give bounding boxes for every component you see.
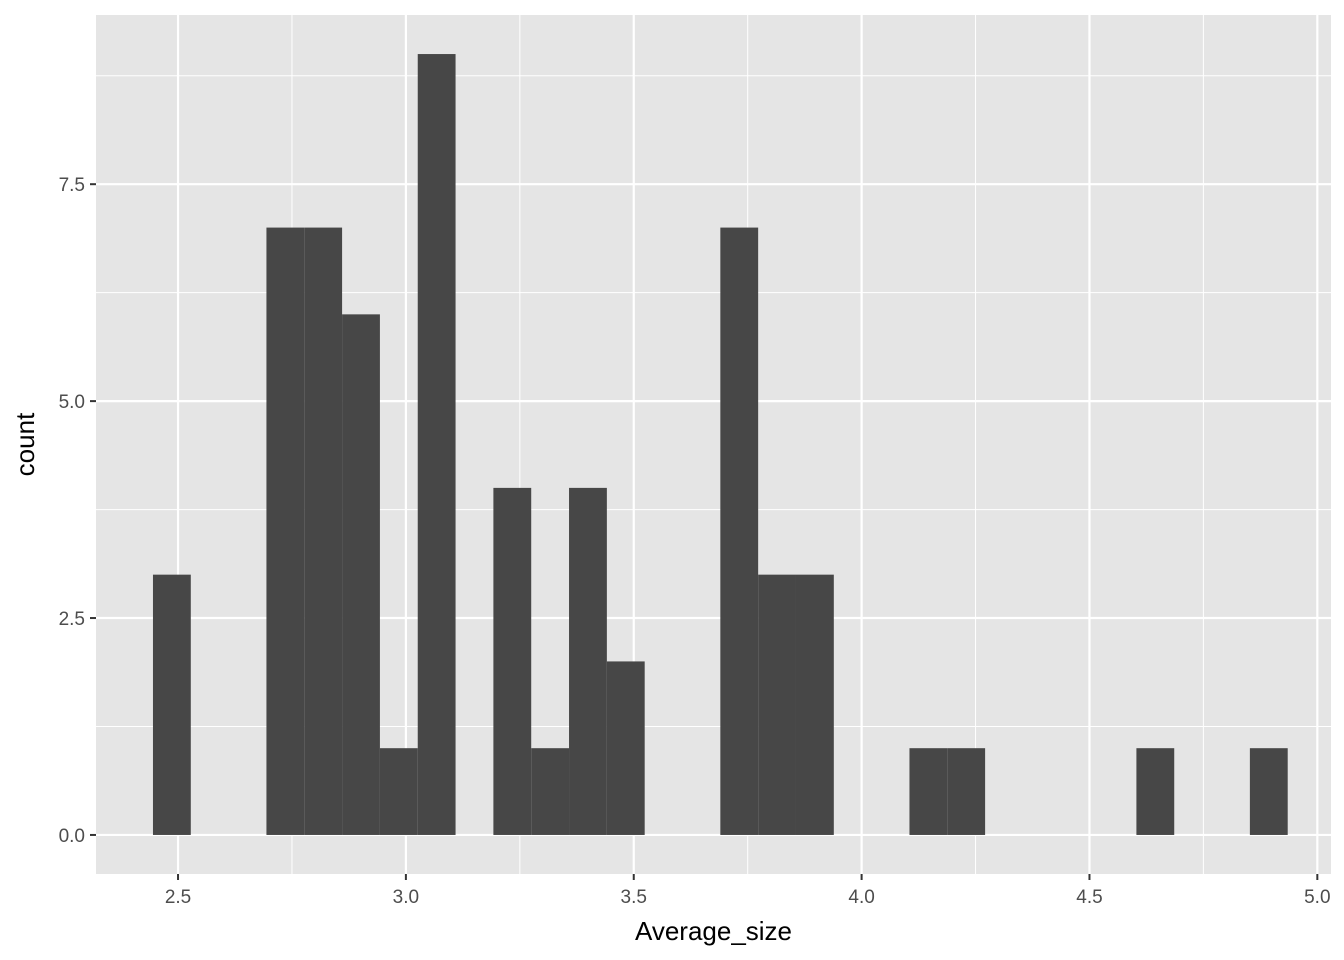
histogram-bar — [909, 748, 948, 835]
histogram-bar — [266, 227, 305, 835]
histogram-bar — [493, 487, 532, 835]
histogram-bar — [531, 748, 570, 835]
x-tick-label: 2.5 — [165, 887, 191, 908]
x-tick-label: 3.5 — [621, 887, 647, 908]
histogram-bars — [152, 54, 1288, 835]
histogram-bar — [417, 54, 456, 835]
histogram-bar — [1249, 748, 1288, 835]
y-tick-label: 0.0 — [59, 826, 85, 847]
y-axis-title: count — [10, 412, 40, 476]
histogram-bar — [1136, 748, 1175, 835]
histogram-bar — [606, 661, 645, 835]
histogram-bar — [569, 487, 607, 835]
x-tick-label: 5.0 — [1304, 887, 1330, 908]
histogram-bar — [342, 314, 380, 835]
histogram-bar — [947, 748, 986, 835]
y-tick-label: 7.5 — [59, 175, 85, 196]
x-tick-label: 4.5 — [1076, 887, 1102, 908]
histogram-bar — [379, 748, 418, 835]
x-tick-label: 3.0 — [393, 887, 419, 908]
histogram-bar — [720, 227, 759, 835]
x-tick-label: 4.0 — [848, 887, 874, 908]
histogram-bar — [758, 574, 796, 835]
axes: 2.5 3.0 3.5 4.0 4.5 5.0 0.0 2.5 5.0 7.5 — [59, 175, 1331, 908]
y-tick-label: 2.5 — [59, 609, 85, 630]
histogram-bar — [152, 574, 191, 835]
y-tick-label: 5.0 — [59, 392, 85, 413]
histogram-bar — [795, 574, 834, 835]
x-axis-title: Average_size — [635, 916, 792, 946]
histogram-bar — [304, 227, 343, 835]
